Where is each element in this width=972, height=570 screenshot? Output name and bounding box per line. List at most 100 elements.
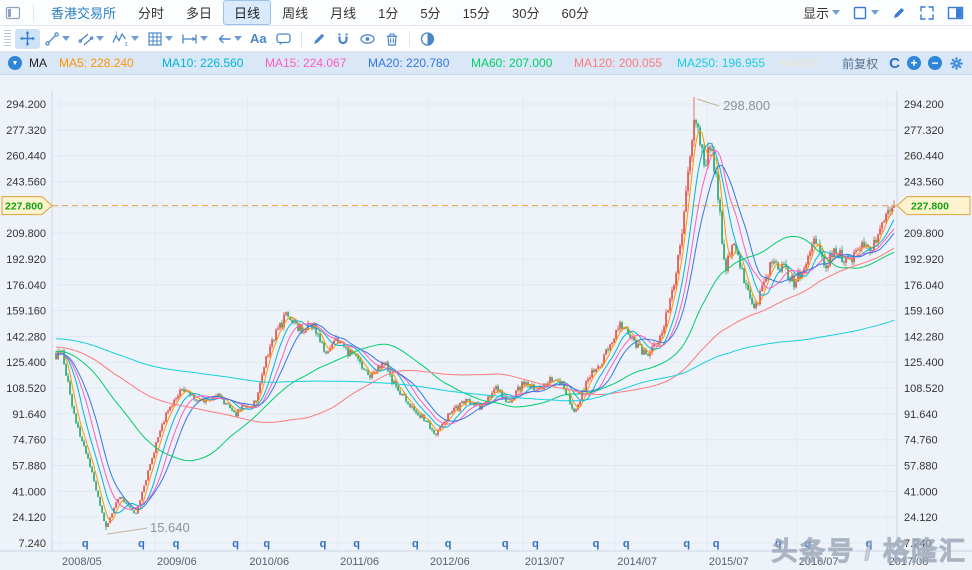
settings-gear-icon[interactable]: [949, 56, 964, 71]
tab-weekly[interactable]: 周线: [282, 6, 309, 21]
svg-text:2013/07: 2013/07: [525, 556, 565, 568]
channel-icon: [78, 33, 94, 45]
svg-text:2011/06: 2011/06: [340, 556, 379, 568]
svg-text:91.640: 91.640: [904, 409, 938, 421]
contrast-icon: [420, 31, 434, 46]
chevron-down-icon: [165, 36, 173, 41]
svg-text:108.520: 108.520: [6, 383, 46, 395]
ma60-value: MA60: 207.000: [471, 56, 553, 70]
edit-tool-button[interactable]: [307, 29, 331, 49]
delete-tool-button[interactable]: [380, 29, 404, 49]
indicator-bar: ▼ MA MA5: 228.240 MA10: 226.560 MA15: 22…: [0, 52, 972, 75]
svg-text:q: q: [683, 538, 690, 550]
side-panel-button[interactable]: [947, 5, 964, 21]
forward-adjust-button[interactable]: 前复权: [842, 56, 879, 71]
svg-text:74.760: 74.760: [904, 435, 938, 447]
contrast-tool-button[interactable]: [415, 29, 440, 49]
zoom-in-icon[interactable]: +: [907, 56, 921, 70]
zoom-out-icon[interactable]: −: [928, 56, 942, 70]
svg-text:74.760: 74.760: [12, 435, 46, 447]
toolbar-grip-handle[interactable]: [4, 29, 11, 48]
svg-text:125.400: 125.400: [6, 357, 46, 369]
display-menu-label: 显示: [802, 6, 829, 21]
svg-text:q: q: [353, 538, 360, 550]
ma-lines-layer: [55, 130, 895, 521]
tab-60min[interactable]: 60分: [561, 6, 589, 21]
comment-tool-button[interactable]: [271, 29, 296, 49]
tab-timeshare[interactable]: 分时: [138, 6, 165, 21]
tab-monthly[interactable]: 月线: [330, 6, 357, 21]
annotations: 298.800 15.640: [106, 98, 770, 535]
svg-text:243.560: 243.560: [904, 176, 944, 188]
chevron-down-icon: [832, 10, 840, 15]
ma5-value: MA5: 228.240: [59, 56, 134, 70]
candlestick-chart[interactable]: 294.200 294.200 277.320 277.320 260.440 260.4…: [0, 75, 972, 570]
window-layout-icon[interactable]: [5, 5, 21, 21]
tab-daily[interactable]: 日线: [223, 0, 272, 25]
magnet-icon: [338, 33, 348, 44]
move-tool-button[interactable]: [15, 28, 40, 49]
magnet-tool-button[interactable]: [331, 29, 355, 49]
svg-text:2009/06: 2009/06: [157, 556, 197, 568]
svg-text:q: q: [866, 538, 873, 550]
measure-tool-button[interactable]: [177, 29, 212, 49]
svg-text:7.240: 7.240: [18, 538, 46, 550]
svg-text:159.160: 159.160: [6, 306, 46, 318]
brush-icon: [894, 7, 904, 18]
panel-right-icon: [947, 6, 964, 19]
svg-text:q: q: [502, 538, 509, 550]
tab-symbol[interactable]: 香港交易所: [51, 6, 117, 21]
svg-text:1: 1: [115, 31, 118, 37]
svg-text:41.000: 41.000: [12, 486, 46, 498]
svg-text:2010/06: 2010/06: [249, 556, 289, 568]
svg-text:q: q: [445, 538, 452, 550]
svg-text:7.240: 7.240: [904, 538, 932, 550]
arrow-left-icon: [218, 34, 231, 43]
svg-text:3: 3: [125, 42, 128, 47]
tab-multiday[interactable]: 多日: [186, 6, 213, 21]
svg-text:24.120: 24.120: [904, 512, 938, 524]
svg-text:2014/07: 2014/07: [617, 556, 657, 568]
ma500-value: MA500: [780, 56, 819, 70]
eye-icon: [359, 33, 375, 44]
svg-text:108.520: 108.520: [904, 383, 944, 395]
comment-icon: [275, 32, 291, 45]
trend-line-tool-button[interactable]: [40, 29, 74, 49]
pencil-icon: [313, 33, 324, 44]
svg-text:243.560: 243.560: [6, 176, 46, 188]
svg-text:125.400: 125.400: [904, 357, 944, 369]
fullscreen-button[interactable]: [919, 5, 935, 21]
svg-text:277.320: 277.320: [6, 125, 46, 137]
svg-text:2008/05: 2008/05: [62, 556, 102, 568]
text-tool-label: Aa: [250, 31, 267, 46]
tab-5min[interactable]: 5分: [420, 6, 441, 21]
svg-text:294.200: 294.200: [6, 99, 46, 111]
divider: [33, 4, 34, 21]
channel-tool-button[interactable]: [74, 29, 108, 49]
svg-text:q: q: [775, 538, 782, 550]
text-tool-button[interactable]: Aa: [246, 29, 271, 49]
svg-text:192.920: 192.920: [6, 254, 46, 266]
tab-15min[interactable]: 15分: [462, 6, 491, 21]
visibility-tool-button[interactable]: [355, 29, 380, 49]
svg-text:209.800: 209.800: [6, 228, 46, 240]
svg-text:q: q: [232, 538, 239, 550]
svg-text:142.280: 142.280: [6, 331, 46, 343]
shape-select-button[interactable]: [852, 5, 879, 21]
arrow-tool-button[interactable]: [212, 29, 246, 49]
refresh-icon[interactable]: C: [889, 54, 900, 72]
grid-tool-button[interactable]: [143, 29, 177, 49]
brush-button[interactable]: [891, 5, 907, 21]
tab-1min[interactable]: 1分: [378, 6, 399, 21]
svg-text:209.800: 209.800: [904, 228, 944, 240]
svg-text:2016/07: 2016/07: [799, 556, 839, 568]
display-menu-button[interactable]: 显示: [803, 3, 840, 22]
current-price-tag-right: 227.800: [911, 201, 949, 213]
tab-30min[interactable]: 30分: [512, 6, 540, 21]
ma10-value: MA10: 226.560: [162, 56, 244, 70]
collapse-indicator-icon[interactable]: ▼: [8, 56, 22, 70]
svg-text:142.280: 142.280: [904, 331, 944, 343]
low-annotation: 15.640: [150, 520, 190, 535]
